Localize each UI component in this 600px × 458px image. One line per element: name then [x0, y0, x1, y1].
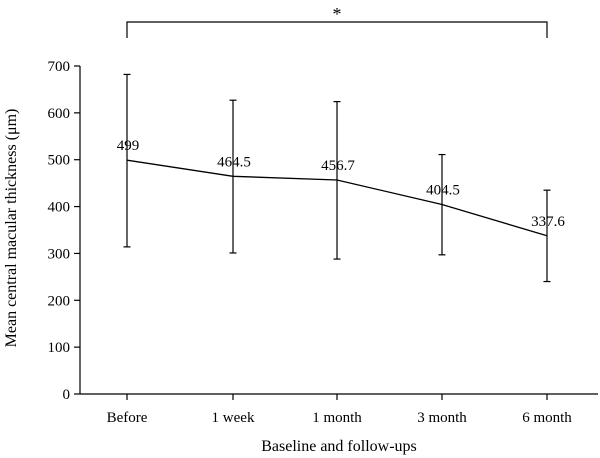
x-tick-label: Before — [107, 410, 148, 426]
x-axis-title: Baseline and follow-ups — [261, 438, 417, 455]
y-tick-label: 400 — [48, 200, 71, 216]
y-tick-label: 200 — [48, 293, 71, 309]
series — [126, 159, 548, 237]
y-axis-title: Mean central macular thickness (μm) — [3, 109, 20, 348]
error-bars — [123, 73, 551, 283]
y-tick-label: 100 — [48, 340, 71, 356]
y-tick-label: 0 — [63, 387, 71, 403]
data-labels: 499 464.5 456.7 404.5 337.6 — [117, 138, 566, 230]
x-tick-label: 1 month — [312, 410, 362, 426]
y-tick-label: 300 — [48, 246, 71, 262]
data-label: 337.6 — [531, 214, 565, 230]
x-tick-label: 6 month — [522, 410, 572, 426]
significance-bracket: * — [126, 4, 548, 38]
significance-bracket-line — [126, 21, 548, 38]
data-label: 464.5 — [217, 154, 251, 170]
x-axis: Before 1 week 1 month 3 month 6 month — [80, 393, 598, 426]
data-label: 456.7 — [321, 158, 355, 174]
y-axis: 0 100 200 300 400 500 600 700 — [48, 59, 81, 403]
x-tick-label: 1 week — [212, 410, 255, 426]
series-line — [126, 159, 548, 237]
y-tick-label: 700 — [48, 59, 71, 75]
x-tick-label: 3 month — [417, 410, 467, 426]
significance-marker: * — [333, 4, 342, 24]
data-label: 499 — [117, 138, 140, 154]
y-tick-label: 500 — [48, 153, 71, 169]
y-tick-label: 600 — [48, 106, 71, 122]
data-label: 404.5 — [426, 182, 460, 198]
